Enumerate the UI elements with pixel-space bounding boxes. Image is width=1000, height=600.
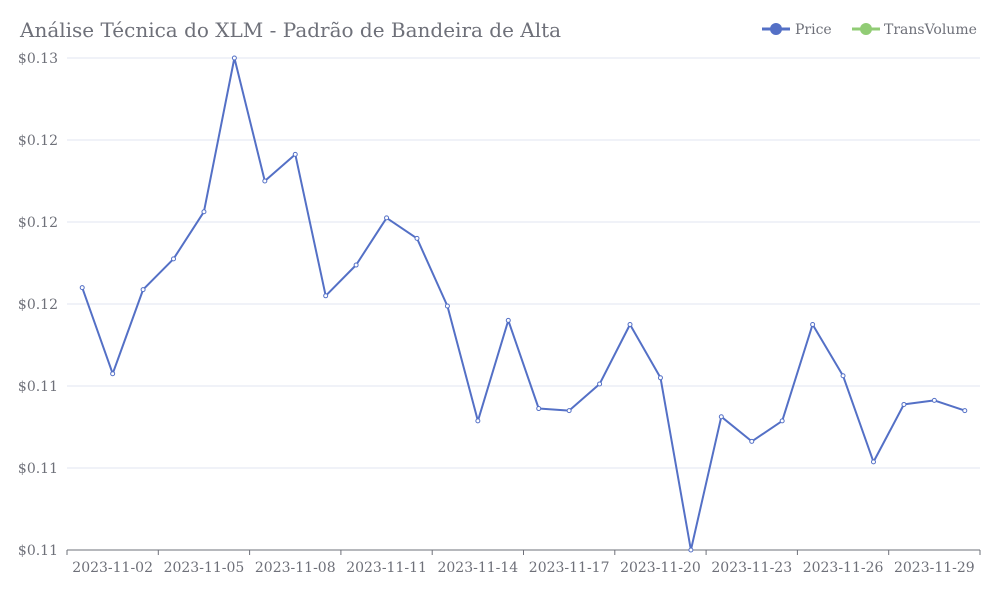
data-point[interactable] xyxy=(444,303,450,309)
y-tick-label: $0.11 xyxy=(18,379,58,395)
data-point[interactable] xyxy=(901,401,907,407)
data-point[interactable] xyxy=(749,438,755,444)
data-point[interactable] xyxy=(870,459,876,465)
x-tick-label: 2023-11-14 xyxy=(437,560,518,576)
x-tick-label: 2023-11-02 xyxy=(72,560,153,576)
data-point[interactable] xyxy=(657,375,663,381)
data-point[interactable] xyxy=(931,397,937,403)
x-tick-label: 2023-11-08 xyxy=(255,560,336,576)
data-point[interactable] xyxy=(171,256,177,262)
legend: Price TransVolume xyxy=(762,22,977,38)
data-point[interactable] xyxy=(627,322,633,327)
x-axis: 2023-11-02 2023-11-05 2023-11-08 2023-11-11… xyxy=(66,549,981,576)
y-tick-label: $0.12 xyxy=(18,133,58,149)
data-point[interactable] xyxy=(79,285,85,291)
data-point[interactable] xyxy=(201,209,207,215)
legend-label-transvolume: TransVolume xyxy=(884,22,977,38)
x-tick-label: 2023-11-20 xyxy=(620,560,701,576)
data-point[interactable] xyxy=(140,287,146,293)
data-point[interactable] xyxy=(505,317,511,323)
y-tick-label: $0.12 xyxy=(18,215,58,231)
data-point[interactable] xyxy=(597,381,603,387)
series-line-price xyxy=(81,57,966,551)
data-point[interactable] xyxy=(292,151,298,157)
y-tick-label: $0.11 xyxy=(18,543,58,559)
data-point[interactable] xyxy=(353,262,359,268)
legend-item-price[interactable]: Price xyxy=(762,22,832,38)
data-point[interactable] xyxy=(566,408,572,414)
x-tick-label: 2023-11-11 xyxy=(346,560,427,576)
y-tick-label: $0.13 xyxy=(18,51,58,67)
series-price xyxy=(79,55,968,553)
data-point[interactable] xyxy=(688,547,694,553)
y-axis: $0.13 $0.12 $0.12 $0.12 $0.11 $0.11 $0.11 xyxy=(18,51,58,559)
data-point[interactable] xyxy=(810,322,816,327)
data-point[interactable] xyxy=(384,215,390,221)
x-tick-label: 2023-11-29 xyxy=(894,560,975,576)
data-point[interactable] xyxy=(962,408,968,414)
x-tick-label: 2023-11-17 xyxy=(529,560,610,576)
x-tick-label: 2023-11-26 xyxy=(803,560,884,576)
legend-label-price: Price xyxy=(795,22,832,38)
legend-marker-price xyxy=(770,23,782,35)
grid xyxy=(67,57,980,469)
data-point[interactable] xyxy=(536,406,542,412)
x-tick-label: 2023-11-23 xyxy=(711,560,792,576)
data-point[interactable] xyxy=(231,55,237,61)
data-point[interactable] xyxy=(262,178,268,184)
y-tick-label: $0.12 xyxy=(18,297,58,313)
data-point[interactable] xyxy=(414,235,420,241)
data-point[interactable] xyxy=(779,418,785,424)
y-tick-label: $0.11 xyxy=(18,461,58,477)
data-point[interactable] xyxy=(323,293,329,299)
data-point[interactable] xyxy=(718,414,724,420)
x-tick-label: 2023-11-05 xyxy=(164,560,245,576)
data-point[interactable] xyxy=(840,373,846,379)
data-point[interactable] xyxy=(475,418,481,424)
legend-marker-transvolume xyxy=(860,23,872,35)
data-point[interactable] xyxy=(110,371,116,377)
legend-item-transvolume[interactable]: TransVolume xyxy=(852,22,977,38)
chart-title: Análise Técnica do XLM - Padrão de Bande… xyxy=(19,18,561,42)
